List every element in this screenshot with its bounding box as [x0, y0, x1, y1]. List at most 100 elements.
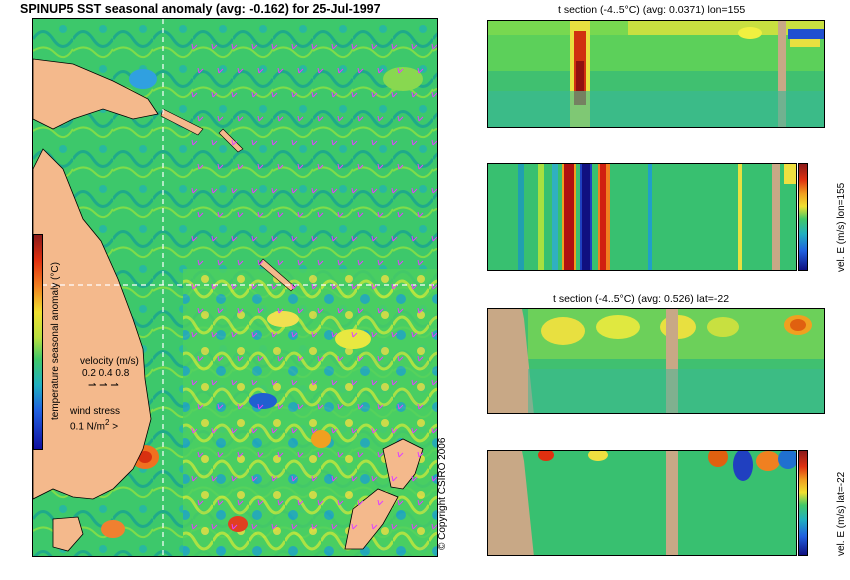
wind-arrow [237, 499, 244, 506]
wind-arrow [257, 355, 264, 362]
wind-arrow [191, 523, 198, 530]
wind-arrow [431, 139, 437, 146]
wind-arrow [257, 211, 264, 218]
wind-arrow [311, 379, 318, 386]
wind-arrow [211, 475, 218, 482]
wind-arrow [237, 259, 244, 266]
wind-arrow [317, 451, 324, 458]
wind-arrow [351, 427, 358, 434]
wind-arrow [411, 283, 418, 290]
wind-arrow [411, 187, 418, 194]
wind-arrow [417, 355, 424, 362]
wind-arrow [297, 259, 304, 266]
wind-arrow [231, 235, 238, 242]
wind-arrow [357, 307, 364, 314]
wind-arrow [351, 43, 358, 50]
wind-arrow [397, 259, 404, 266]
wind-arrow [217, 115, 224, 122]
wind-arrow [297, 499, 304, 506]
wind-arrow [191, 427, 198, 434]
vel-e-lat-colorbar [798, 450, 808, 556]
wind-arrow [191, 139, 198, 146]
wind-arrow [331, 283, 338, 290]
vel-e-lon-colorbar-label: vel. E (m/s) lon=155 [836, 182, 847, 272]
t-section-lon-plot [487, 20, 825, 128]
wind-arrow [251, 139, 258, 146]
wind-arrow [211, 379, 218, 386]
wind-arrow [431, 283, 437, 290]
wind-arrow [231, 523, 238, 530]
wind-arrow [317, 211, 324, 218]
wind-arrow [311, 235, 318, 242]
wind-arrow [391, 331, 398, 338]
wind-arrow [431, 475, 437, 482]
wind-arrow [391, 475, 398, 482]
windstress-scale: 0.1 N/m2 > [70, 418, 119, 433]
wind-arrow [251, 379, 258, 386]
wind-arrow [271, 91, 278, 98]
wind-arrow [331, 331, 338, 338]
wind-arrow [297, 67, 304, 74]
wind-arrow [291, 187, 298, 194]
wind-arrow [337, 163, 344, 170]
wind-arrow [217, 307, 224, 314]
wind-arrow [217, 67, 224, 74]
wind-arrow [371, 43, 378, 50]
wind-arrow [357, 451, 364, 458]
wind-arrow [417, 67, 424, 74]
wind-arrow [357, 115, 364, 122]
wind-arrow [231, 91, 238, 98]
wind-arrow [317, 67, 324, 74]
wind-arrow [271, 427, 278, 434]
wind-arrow [391, 283, 398, 290]
wind-arrow [197, 355, 204, 362]
wind-arrow [297, 307, 304, 314]
wind-arrow [331, 139, 338, 146]
wind-arrow [311, 283, 318, 290]
wind-arrow [371, 475, 378, 482]
velocity-scale-arrows: ⇀ ⇀ ⇀ [88, 380, 119, 391]
wind-arrow [277, 403, 284, 410]
wind-arrow [191, 283, 198, 290]
wind-arrow [357, 355, 364, 362]
wind-arrow [257, 499, 264, 506]
wind-arrow [431, 523, 437, 530]
wind-arrow [337, 451, 344, 458]
wind-arrow [337, 211, 344, 218]
wind-arrow [331, 427, 338, 434]
wind-arrow [397, 451, 404, 458]
wind-arrow [377, 499, 384, 506]
wind-arrow [231, 427, 238, 434]
wind-arrow [357, 211, 364, 218]
wind-arrow [271, 187, 278, 194]
wind-arrow [391, 187, 398, 194]
wind-arrow [191, 331, 198, 338]
wind-arrow [371, 283, 378, 290]
wind-arrow [431, 331, 437, 338]
wind-arrow [417, 307, 424, 314]
wind-arrow [397, 403, 404, 410]
wind-arrow [371, 523, 378, 530]
wind-arrow [311, 427, 318, 434]
wind-arrow [431, 235, 437, 242]
wind-arrow [291, 91, 298, 98]
wind-arrow [331, 43, 338, 50]
wind-arrow [337, 307, 344, 314]
wind-arrow [211, 283, 218, 290]
wind-arrow [337, 259, 344, 266]
wind-arrow [397, 211, 404, 218]
wind-arrow [291, 475, 298, 482]
wind-arrow [331, 235, 338, 242]
wind-arrow [191, 187, 198, 194]
wind-arrow [277, 499, 284, 506]
wind-arrow [217, 259, 224, 266]
wind-arrow [191, 43, 198, 50]
wind-arrow [191, 475, 198, 482]
wind-arrow [271, 139, 278, 146]
wind-arrow [391, 43, 398, 50]
wind-arrow [197, 307, 204, 314]
wind-arrow [217, 499, 224, 506]
wind-arrow [197, 451, 204, 458]
wind-arrow [331, 523, 338, 530]
wind-arrow [377, 307, 384, 314]
